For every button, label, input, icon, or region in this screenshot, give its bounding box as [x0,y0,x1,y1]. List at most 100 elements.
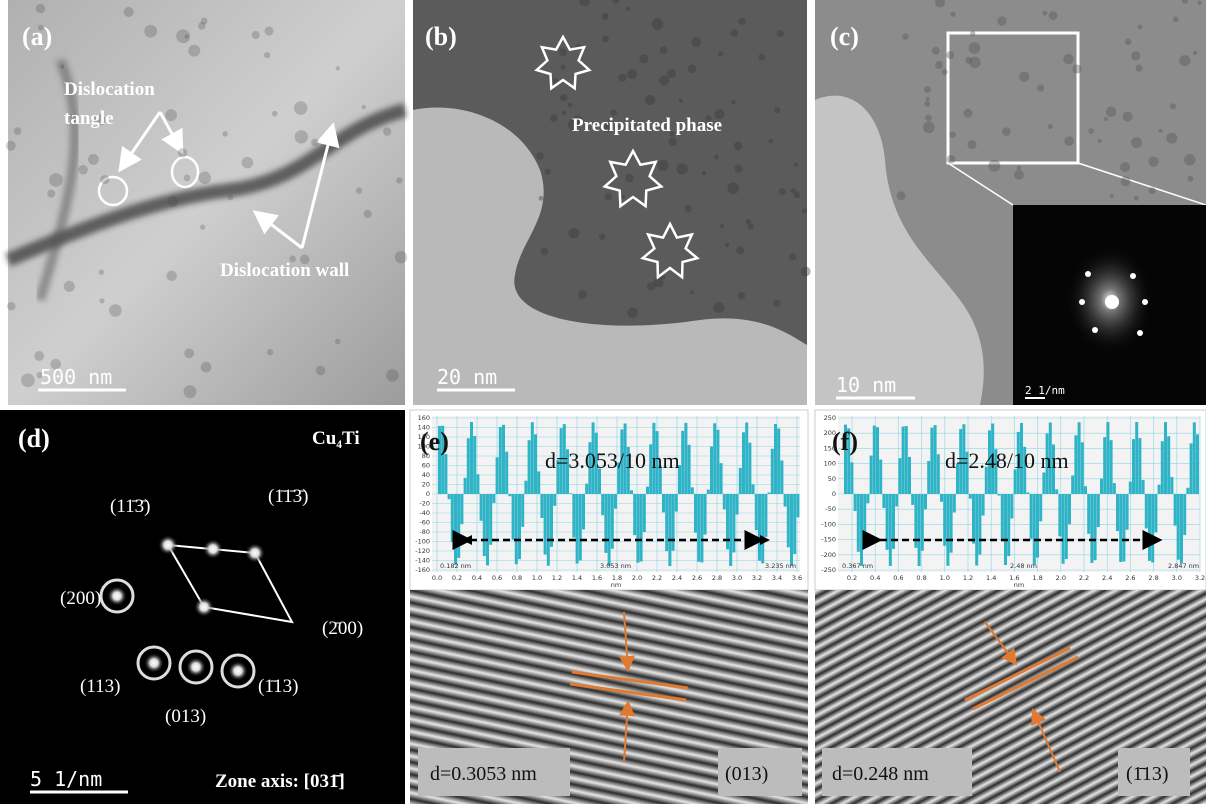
texture [988,160,1000,172]
profile-bar [700,494,703,562]
texture [1166,133,1177,144]
texture [1049,11,1058,20]
texture [1125,38,1132,45]
label-text: (b) [425,22,457,51]
profile-bar [675,494,678,512]
texture [1014,170,1024,180]
texture [1098,139,1102,143]
texture [768,139,773,144]
texture [801,266,811,276]
label-text: (a) [22,22,52,51]
profile-bar [716,430,719,494]
profile-bar [1074,435,1077,494]
profile-bar [1126,494,1129,530]
profile-bar [489,494,492,545]
profile-bar [1068,494,1071,524]
texture [688,65,697,74]
y-tick-label: 40 [422,471,430,479]
texture [1148,187,1155,194]
texture [702,171,706,175]
texture [166,271,176,281]
texture [1197,1,1201,5]
texture [1179,55,1190,66]
profile-bar [729,494,732,566]
texture [1073,64,1082,73]
profile-bar [1193,422,1196,494]
texture [316,366,325,375]
texture [942,69,948,75]
texture [1002,127,1011,136]
texture [188,45,200,57]
profile-bar [895,494,898,506]
profile-bar [502,425,505,494]
profile-bar [1135,422,1138,494]
profile-bar [886,494,889,550]
texture [264,52,270,58]
profile-bar [784,494,787,507]
profile-bar [486,494,489,565]
texture [714,155,719,160]
spots-text: (113) [80,676,120,697]
texture [1019,72,1029,82]
texture [1121,176,1131,186]
texture [14,127,22,135]
texture [647,282,656,291]
texture [176,29,190,43]
profile-bar [1039,494,1042,521]
texture [902,33,908,39]
texture [967,140,976,149]
profile-bar [668,494,671,566]
label-text: (e) [420,427,449,456]
profile-bar [1177,494,1180,560]
profile-bar [739,468,742,494]
profile-bar [1145,494,1148,528]
x-tick-label: 1.2 [963,574,973,582]
texture [1122,111,1132,121]
texture [36,4,45,13]
x-tick-label: 0.4 [472,574,482,582]
texture [1048,124,1053,129]
plane-text: (1̄13) [1126,763,1169,785]
profile-bar [499,427,502,494]
texture [1184,154,1195,165]
texture [99,298,104,303]
y-tick-label: -200 [821,551,836,559]
x-tick-label: 1.4 [572,574,582,582]
profile-bar [873,426,876,494]
profile-bar [1151,494,1154,562]
profile-bar [553,494,556,506]
texture [198,22,206,30]
profile-bar [787,494,790,547]
texture [265,27,274,36]
texture [777,30,784,37]
profile-bar [524,481,527,494]
texture [109,304,122,317]
profile-bar [707,490,710,494]
profile-bar [1110,440,1113,494]
profile-bar [614,494,617,509]
profile-bar [1180,494,1183,563]
profile-bar [508,494,511,496]
y-tick-label: -20 [419,500,430,508]
profile-bar [572,494,575,538]
profile-bar [1119,494,1122,562]
profile-bar [777,428,780,494]
profile-bar [761,494,764,563]
profile-bar [742,432,745,494]
profile-bar [924,494,927,509]
x-tick-label: 0.8 [512,574,522,582]
fft-spot [1137,330,1143,336]
profile-bar [1007,494,1010,556]
profile-bar [1142,480,1145,494]
texture [1137,24,1142,29]
profile-bar [854,494,857,511]
texture [774,107,780,113]
x-tick-label: 0.8 [916,574,926,582]
profile-bar [457,494,460,558]
y-tick-label: 50 [828,475,836,483]
profile-bar [911,494,914,505]
x-tick-label: 0.2 [847,574,857,582]
fft-spot [1092,327,1098,333]
x-tick-label: 1.2 [552,574,562,582]
texture [1136,65,1143,72]
